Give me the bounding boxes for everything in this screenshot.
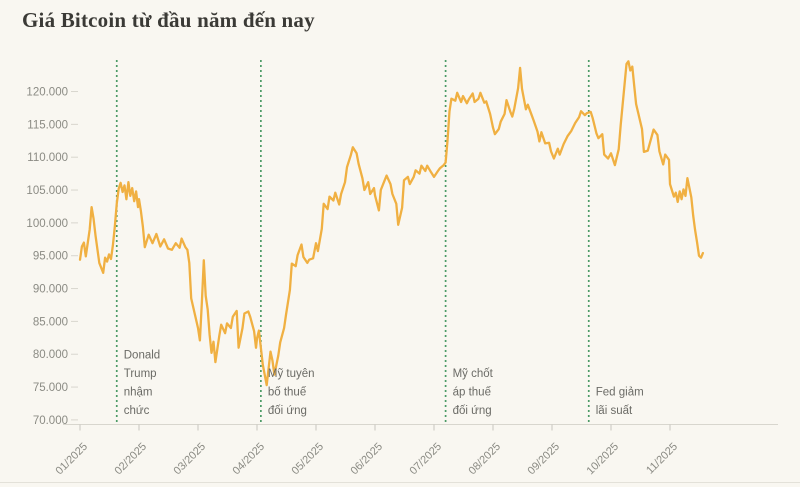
svg-text:10/2025: 10/2025: [585, 441, 622, 478]
chart-title: Giá Bitcoin từ đầu năm đến nay: [22, 8, 315, 32]
bottom-divider: [0, 482, 800, 483]
svg-text:06/2025: 06/2025: [349, 441, 386, 478]
svg-text:100.000: 100.000: [26, 218, 68, 230]
svg-text:Mỹ chốt: Mỹ chốt: [453, 368, 494, 380]
svg-text:85.000: 85.000: [33, 316, 68, 328]
svg-text:03/2025: 03/2025: [172, 441, 209, 478]
svg-text:75.000: 75.000: [33, 382, 68, 394]
svg-text:105.000: 105.000: [26, 185, 68, 197]
svg-text:Trump: Trump: [124, 368, 157, 380]
event-annotations: Donald Trump nhậm chức Mỹ tuyên bố thuế đối ứn…: [124, 350, 644, 418]
svg-text:95.000: 95.000: [33, 251, 68, 263]
svg-text:90.000: 90.000: [33, 284, 68, 296]
svg-text:lãi suất: lãi suất: [596, 405, 633, 417]
svg-text:110.000: 110.000: [27, 152, 68, 164]
svg-text:Fed giảm: Fed giảm: [596, 387, 644, 399]
svg-text:05/2025: 05/2025: [290, 441, 327, 478]
x-axis: 01/2025 02/2025 03/2025 04/2025 05/2025 06/20…: [54, 424, 778, 478]
svg-text:Donald: Donald: [124, 350, 160, 362]
svg-text:120.000: 120.000: [26, 87, 68, 99]
svg-text:đối ứng: đối ứng: [268, 405, 307, 417]
svg-text:04/2025: 04/2025: [231, 441, 268, 478]
svg-text:08/2025: 08/2025: [467, 441, 504, 478]
bitcoin-price-line: [78, 60, 705, 387]
svg-text:Mỹ tuyên: Mỹ tuyên: [268, 368, 315, 380]
event-marker-lines: [115, 60, 590, 425]
svg-text:07/2025: 07/2025: [408, 441, 445, 478]
svg-text:02/2025: 02/2025: [113, 441, 150, 478]
svg-text:09/2025: 09/2025: [526, 441, 563, 478]
svg-text:01/2025: 01/2025: [54, 441, 91, 478]
y-axis: 70.000 75.000 80.000 85.000 90.000 95.000 100.…: [26, 87, 78, 427]
svg-text:115.000: 115.000: [27, 119, 68, 131]
svg-text:đối ứng: đối ứng: [453, 405, 492, 417]
svg-text:nhậm: nhậm: [124, 387, 153, 399]
svg-text:80.000: 80.000: [33, 349, 68, 361]
svg-text:áp thuế: áp thuế: [453, 387, 492, 399]
svg-text:70.000: 70.000: [33, 415, 68, 427]
svg-text:11/2025: 11/2025: [644, 441, 680, 477]
svg-text:chức: chức: [124, 405, 150, 417]
svg-text:bố thuế: bố thuế: [268, 387, 307, 399]
